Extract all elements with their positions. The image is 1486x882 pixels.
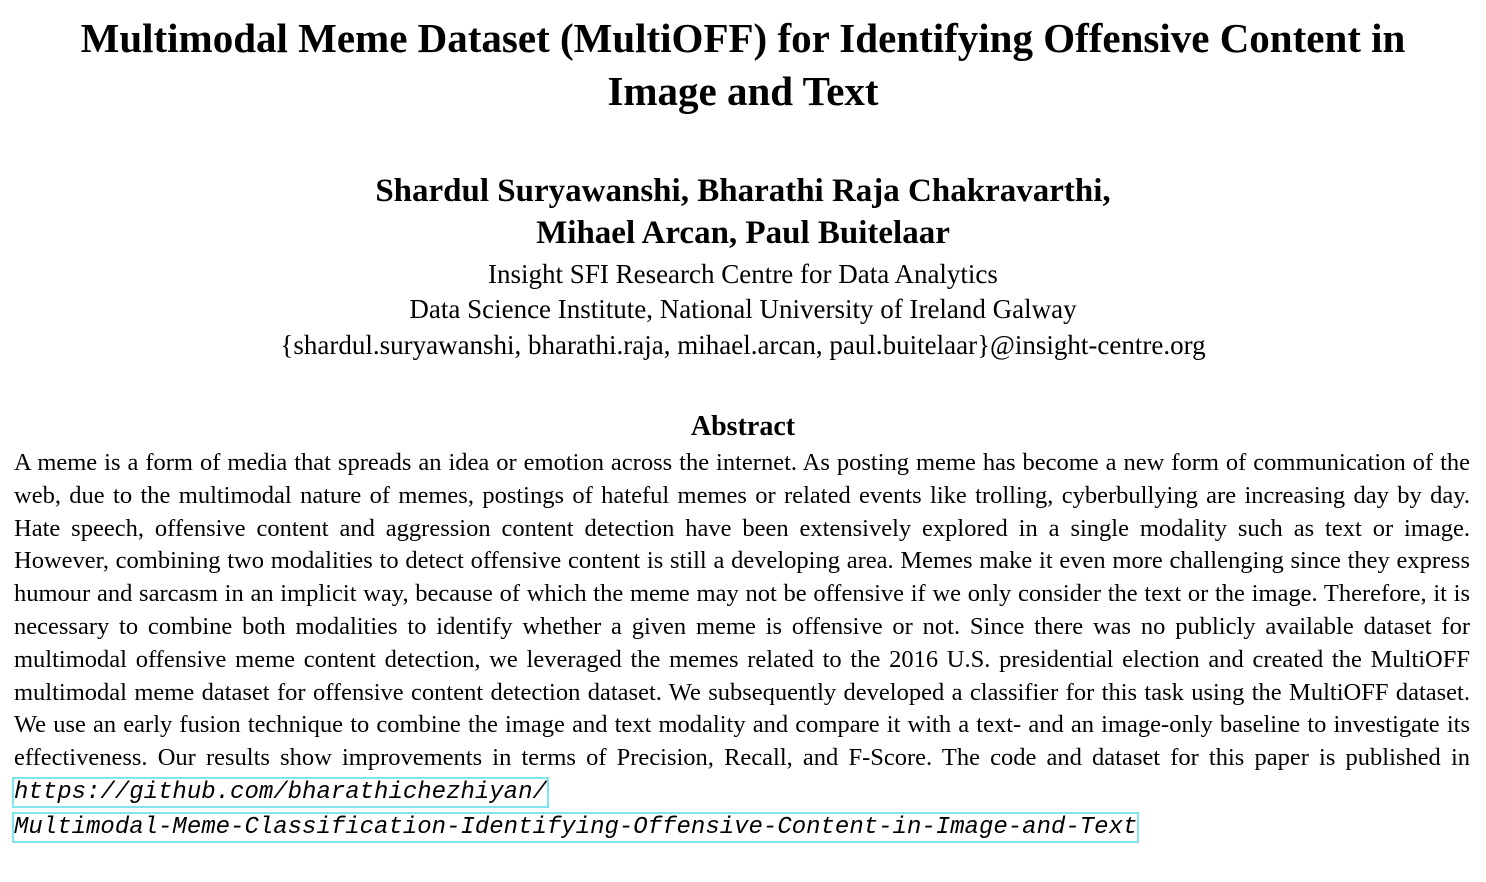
github-link[interactable]: https://github.com/bharathichezhiyan/Mul… <box>11 776 1140 843</box>
authors-line-1: Shardul Suryawanshi, Bharathi Raja Chakr… <box>375 173 1111 209</box>
paper-title: Multimodal Meme Dataset (MultiOFF) for I… <box>0 12 1486 118</box>
abstract-text: A meme is a form of media that spreads a… <box>14 449 1470 772</box>
authors-line-2: Mihael Arcan, Paul Buitelaar <box>536 215 950 251</box>
affiliation-line-1: Insight SFI Research Centre for Data Ana… <box>488 259 998 289</box>
paper-title-line-2: Image and Text <box>607 68 879 114</box>
github-link-part-1[interactable]: https://github.com/bharathichezhiyan/ <box>14 778 547 806</box>
author-list: Shardul Suryawanshi, Bharathi Raja Chakr… <box>0 170 1486 254</box>
abstract-body: A meme is a form of media that spreads a… <box>11 447 1470 845</box>
abstract-heading: Abstract <box>690 411 796 442</box>
github-link-part-2[interactable]: Multimodal-Meme-Classification-Identifyi… <box>14 813 1138 841</box>
affiliation-line-2: Data Science Institute, National Univers… <box>409 294 1077 324</box>
paper-title-line-1: Multimodal Meme Dataset (MultiOFF) for I… <box>80 15 1406 61</box>
author-emails: {shardul.suryawanshi, bharathi.raja, mih… <box>280 330 1206 360</box>
